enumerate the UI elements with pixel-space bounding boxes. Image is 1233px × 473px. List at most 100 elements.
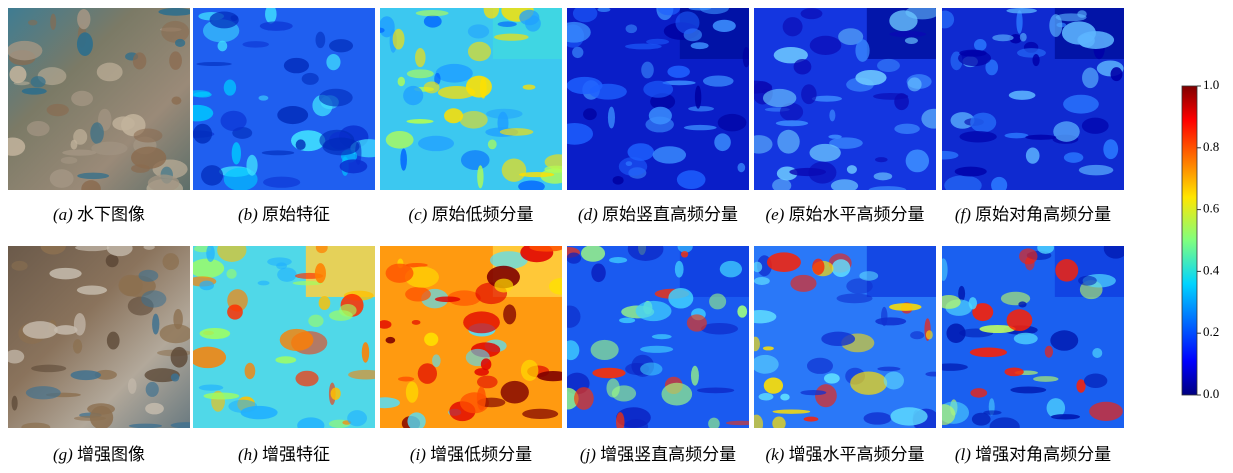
caption: (g) 增强图像 <box>53 445 145 464</box>
texture <box>684 125 717 130</box>
panel-label: (f) <box>955 205 971 224</box>
texture <box>488 140 497 150</box>
image-content <box>555 237 756 434</box>
colorbar <box>1182 86 1197 395</box>
texture <box>61 157 78 164</box>
texture <box>407 69 434 78</box>
panel-image <box>5 238 202 432</box>
texture <box>681 251 688 258</box>
panel-label: (g) <box>53 445 73 464</box>
texture <box>438 86 476 99</box>
texture <box>944 175 981 195</box>
texture <box>152 314 159 335</box>
texture <box>246 155 257 176</box>
panel-label: (a) <box>53 205 73 224</box>
texture <box>877 367 900 372</box>
texture <box>628 237 664 261</box>
texture <box>28 20 37 26</box>
texture <box>398 377 414 382</box>
texture <box>776 120 808 126</box>
texture <box>477 376 498 389</box>
texture <box>625 43 662 49</box>
texture <box>518 180 545 192</box>
texture <box>1092 348 1102 358</box>
texture <box>933 363 968 371</box>
panel-caption: 原始竖直高频分量 <box>602 205 738 224</box>
texture <box>329 39 353 52</box>
texture <box>523 84 536 89</box>
texture <box>315 263 326 283</box>
texture <box>54 325 77 335</box>
texture <box>703 75 734 86</box>
texture <box>828 135 841 139</box>
texture <box>107 332 120 350</box>
texture <box>258 281 270 286</box>
texture <box>567 253 581 264</box>
texture <box>171 373 179 381</box>
texture <box>974 39 987 51</box>
texture <box>592 368 625 379</box>
texture <box>23 321 58 339</box>
texture <box>134 129 163 143</box>
texture <box>855 70 886 85</box>
texture <box>970 388 987 398</box>
texture <box>800 390 826 395</box>
texture <box>658 1 680 15</box>
figure: (a) 水下图像(b) 原始特征(c) 原始低频分量(d) 原始竖直高频分量(e… <box>0 0 1233 468</box>
texture <box>1025 135 1056 140</box>
texture <box>1009 91 1036 100</box>
colorbar-tick-label: 0.4 <box>1203 262 1220 277</box>
texture <box>1089 402 1123 421</box>
texture <box>859 271 878 281</box>
texture <box>432 354 441 367</box>
texture <box>50 14 56 30</box>
texture <box>418 363 437 384</box>
texture <box>894 124 919 134</box>
texture <box>190 259 224 278</box>
panel-image <box>370 243 574 431</box>
texture <box>652 334 672 339</box>
texture <box>612 385 636 401</box>
texture <box>636 301 672 321</box>
panel-caption: 原始对角高频分量 <box>975 205 1111 224</box>
texture <box>1104 238 1128 258</box>
texture <box>40 238 65 255</box>
texture <box>1063 95 1099 114</box>
texture <box>743 47 750 67</box>
texture <box>224 80 236 96</box>
texture <box>821 332 855 346</box>
texture <box>1103 139 1118 159</box>
texture <box>403 86 423 105</box>
texture <box>1053 121 1080 142</box>
texture <box>591 340 619 360</box>
panel-label: (c) <box>408 205 427 224</box>
texture <box>217 238 246 262</box>
texture <box>26 386 61 399</box>
texture <box>750 415 763 434</box>
panel-image <box>737 5 946 193</box>
texture <box>925 372 942 377</box>
texture <box>194 92 212 98</box>
texture <box>295 371 318 387</box>
panel-caption: 原始特征 <box>262 205 330 224</box>
texture <box>937 295 961 309</box>
panel-image <box>188 238 384 433</box>
texture <box>970 347 1007 357</box>
texture <box>847 165 857 174</box>
texture <box>562 340 579 360</box>
texture <box>461 150 490 170</box>
texture <box>206 244 215 262</box>
texture <box>991 177 1007 194</box>
texture <box>1082 68 1098 89</box>
texture <box>519 10 539 25</box>
texture <box>148 175 180 192</box>
texture <box>386 131 414 149</box>
texture <box>161 21 189 43</box>
texture <box>322 138 359 156</box>
texture <box>284 58 309 73</box>
texture <box>1033 376 1058 382</box>
texture <box>145 403 164 415</box>
texture <box>763 346 774 350</box>
dark-corner <box>867 246 936 297</box>
texture <box>221 111 247 131</box>
